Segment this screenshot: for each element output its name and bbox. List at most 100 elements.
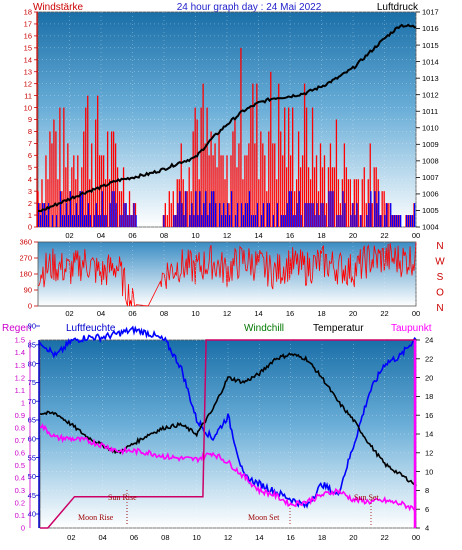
humidity-tick-label: 70 [28,397,36,406]
dir-time-label: 22 [380,309,388,318]
label-taupunkt: Taupunkt [391,323,432,334]
rain-tick-label: 0.1 [15,511,25,520]
humidity-tick-label: 80 [28,359,36,368]
wind-tick-label: 3 [28,187,32,196]
label-temperatur: Temperatur [313,323,364,334]
temp-tick-label: 10 [425,467,433,476]
humidity-tick-label: 55 [28,453,36,462]
time-tick-label: 20 [349,231,357,240]
compass-letter: N [436,303,443,314]
climate-time-label: 14 [255,533,263,542]
humidity-line [39,325,417,509]
wind-tick-label: 8 [28,127,32,136]
climate-time-label: 04 [98,533,106,542]
pressure-tick-label: 1009 [422,140,439,149]
dir-tick-label: 270 [19,254,32,263]
pressure-tick-label: 1016 [422,24,439,33]
temperature-line [39,352,417,487]
pressure-tick-label: 1015 [422,41,439,50]
compass-letter: S [437,272,444,283]
wind-tick-label: 11 [24,91,32,100]
moon-set-label: Moon Set [248,513,280,522]
dir-time-label: 06 [128,309,136,318]
time-tick-label: 02 [65,231,73,240]
wind-tick-label: 12 [24,79,32,88]
compass-letter: N [436,241,443,252]
rain-tick-label: 0.2 [15,499,25,508]
header-title: 24 hour graph day : 24 Mai 2022 [177,2,322,13]
wind-tick-label: 10 [24,103,32,112]
rain-tick-label: 0.4 [15,474,25,483]
pressure-tick-label: 1010 [422,123,439,132]
header-left-label: Windstärke [33,2,83,13]
time-tick-label: 06 [128,231,136,240]
climate-time-label: 06 [130,533,138,542]
humidity-tick-label: 65 [28,416,36,425]
header-right-label: Luftdruck [377,2,419,13]
temp-tick-label: 20 [425,373,433,382]
climate-time-label: 02 [67,533,75,542]
rain-tick-label: 1.4 [15,348,25,357]
climate-time-label: 20 [349,533,357,542]
climate-time-label: 10 [192,533,200,542]
pressure-tick-label: 1006 [422,190,439,199]
temp-tick-label: 22 [425,355,433,364]
humidity-tick-label: 60 [28,435,36,444]
humidity-tick-label: 75 [28,378,36,387]
climate-time-label: 22 [380,533,388,542]
dir-tick-label: 90 [24,286,32,295]
wind-tick-label: 0 [28,223,32,232]
wind-tick-label: 14 [24,55,32,64]
dir-tick-label: 0 [28,302,32,311]
wind-tick-label: 5 [28,163,32,172]
wind-tick-label: 16 [24,32,32,41]
pressure-tick-label: 1008 [422,157,439,166]
temp-tick-label: 18 [425,392,433,401]
wind-tick-label: 7 [28,139,32,148]
dir-time-label: 04 [97,309,105,318]
rain-tick-label: 1.1 [15,386,25,395]
wind-tick-label: 4 [28,175,32,184]
wind-tick-label: 17 [24,20,32,29]
temp-tick-label: 14 [425,430,433,439]
rain-tick-label: 0.6 [15,449,25,458]
rain-line [40,339,416,529]
wind-tick-label: 9 [28,115,32,124]
humidity-tick-label: 85 [28,341,36,350]
dir-time-label: 14 [254,309,262,318]
dir-tick-label: 180 [19,270,32,279]
wind-direction-line [37,241,417,307]
pressure-tick-label: 1012 [422,90,439,99]
sun-set-label: Sun Set [354,493,379,502]
humidity-tick-label: 45 [28,491,36,500]
climate-time-label: 00 [412,533,420,542]
rain-tick-label: 1.3 [15,361,25,370]
humidity-tick-label: 90 [28,322,36,331]
temp-tick-label: 4 [425,524,429,533]
climate-time-label: 18 [318,533,326,542]
compass-letter: O [436,288,444,299]
wind-tick-label: 1 [28,211,32,220]
pressure-tick-label: 1011 [422,107,438,116]
temp-tick-label: 24 [425,336,433,345]
rain-tick-label: 0.9 [15,411,25,420]
time-tick-label: 16 [286,231,294,240]
time-tick-label: 12 [223,231,231,240]
time-tick-label: 10 [191,231,199,240]
moon-rise-label: Moon Rise [78,513,114,522]
time-tick-label: 08 [160,231,168,240]
compass-letter: W [435,257,445,268]
rain-tick-label: 0.5 [15,461,25,470]
dir-tick-label: 360 [19,238,32,247]
humidity-tick-label: 50 [28,472,36,481]
wind-tick-label: 13 [24,67,32,76]
wind-tick-label: 15 [24,44,32,53]
temp-tick-label: 6 [425,505,429,514]
rain-tick-label: 0.3 [15,486,25,495]
rain-tick-label: 0.8 [15,423,25,432]
temp-tick-label: 16 [425,411,433,420]
wind-tick-label: 6 [28,151,32,160]
time-tick-label: 14 [254,231,262,240]
rain-tick-label: 1 [21,398,25,407]
